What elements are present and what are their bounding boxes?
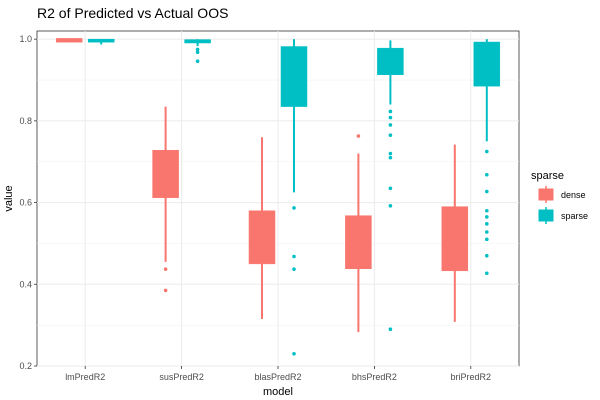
outlier-point bbox=[163, 288, 168, 293]
outlier-point bbox=[388, 204, 393, 208]
box-dense-lmPredR2 bbox=[55, 38, 83, 43]
x-axis: lmPredR2 susPredR2 blasPredR2 bhsPredR2 briP… bbox=[65, 366, 491, 382]
chart-title: R2 of Predicted vs Actual OOS bbox=[37, 5, 228, 21]
outlier-point bbox=[292, 267, 296, 271]
x-axis-title: model bbox=[263, 386, 293, 398]
x-tick-label: lmPredR2 bbox=[65, 372, 105, 382]
box-sparse-bhsPredR2 bbox=[377, 40, 404, 332]
legend-title: sparse bbox=[531, 170, 564, 182]
box-iqr bbox=[377, 47, 404, 75]
grid-lines bbox=[37, 31, 519, 367]
legend-key-box bbox=[538, 188, 554, 201]
outlier-point bbox=[195, 50, 200, 55]
outlier-point bbox=[388, 123, 393, 127]
outlier-point bbox=[292, 254, 296, 259]
outlier-point bbox=[388, 327, 393, 332]
outlier-point bbox=[485, 208, 489, 213]
box-dense-susPredR2 bbox=[152, 106, 179, 293]
box-sparse-briPredR2 bbox=[473, 39, 501, 276]
outlier-point bbox=[356, 134, 361, 138]
box-sparse-lmPredR2 bbox=[87, 38, 115, 45]
box-dense-briPredR2 bbox=[441, 144, 469, 322]
outlier-point bbox=[292, 351, 296, 356]
box-iqr bbox=[345, 215, 372, 270]
y-axis: 0.2 0.4 0.6 0.8 1.0 bbox=[19, 34, 37, 371]
box-dense-bhsPredR2 bbox=[345, 134, 372, 333]
outlier-point bbox=[388, 155, 393, 160]
box-iqr bbox=[473, 41, 501, 87]
outlier-point bbox=[163, 267, 168, 271]
outlier-point bbox=[388, 115, 393, 120]
outlier-point bbox=[388, 109, 393, 114]
legend-key-sparse bbox=[538, 207, 554, 224]
boxes bbox=[55, 38, 501, 356]
outlier-point bbox=[388, 133, 393, 137]
x-tick-label: blasPredR2 bbox=[254, 372, 301, 382]
y-tick-label: 0.2 bbox=[19, 361, 32, 371]
box-iqr bbox=[152, 150, 179, 198]
y-tick-label: 0.4 bbox=[19, 279, 32, 289]
outlier-point bbox=[485, 253, 489, 258]
outlier-point bbox=[388, 151, 393, 156]
box-sparse-blasPredR2 bbox=[280, 39, 308, 356]
box-dense-blasPredR2 bbox=[248, 137, 276, 320]
outlier-point bbox=[485, 149, 489, 154]
outlier-point bbox=[485, 222, 489, 226]
box-iqr bbox=[280, 46, 308, 107]
legend-key-box bbox=[538, 209, 554, 222]
outlier-point bbox=[485, 173, 489, 177]
legend-label-sparse: sparse bbox=[561, 211, 588, 221]
outlier-point bbox=[388, 186, 393, 191]
x-tick-label: susPredR2 bbox=[159, 372, 204, 382]
box-iqr bbox=[441, 206, 469, 272]
y-axis-title: value bbox=[3, 185, 15, 211]
y-tick-label: 1.0 bbox=[19, 34, 32, 44]
legend: sparse dense sparse bbox=[531, 170, 588, 224]
legend-label-dense: dense bbox=[561, 190, 586, 200]
outlier-point bbox=[195, 47, 200, 52]
outlier-point bbox=[485, 189, 489, 194]
outlier-point bbox=[292, 206, 296, 210]
y-tick-label: 0.8 bbox=[19, 116, 32, 126]
outlier-point bbox=[485, 215, 489, 219]
outlier-point bbox=[485, 230, 489, 234]
outlier-point bbox=[485, 271, 489, 276]
outlier-point bbox=[485, 237, 489, 242]
outlier-point bbox=[195, 59, 200, 64]
y-tick-label: 0.6 bbox=[19, 198, 32, 208]
box-iqr bbox=[248, 210, 276, 265]
legend-key-dense bbox=[538, 186, 554, 203]
box-sparse-susPredR2 bbox=[184, 39, 211, 64]
x-tick-label: briPredR2 bbox=[451, 372, 492, 382]
x-tick-label: bhsPredR2 bbox=[352, 372, 397, 382]
